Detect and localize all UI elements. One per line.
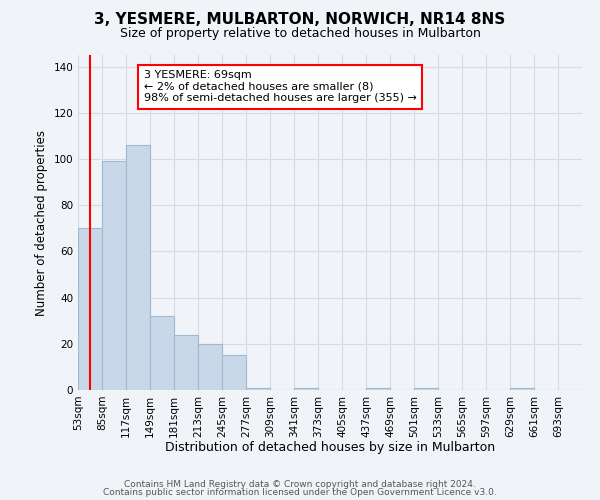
Text: Size of property relative to detached houses in Mulbarton: Size of property relative to detached ho… xyxy=(119,28,481,40)
Bar xyxy=(78,228,102,390)
Bar xyxy=(126,145,150,390)
Bar xyxy=(510,388,534,390)
Bar xyxy=(294,388,318,390)
Bar xyxy=(198,344,222,390)
Bar xyxy=(246,388,270,390)
X-axis label: Distribution of detached houses by size in Mulbarton: Distribution of detached houses by size … xyxy=(165,441,495,454)
Bar xyxy=(222,356,246,390)
Text: 3 YESMERE: 69sqm
← 2% of detached houses are smaller (8)
98% of semi-detached ho: 3 YESMERE: 69sqm ← 2% of detached houses… xyxy=(143,70,416,103)
Text: Contains HM Land Registry data © Crown copyright and database right 2024.: Contains HM Land Registry data © Crown c… xyxy=(124,480,476,489)
Bar xyxy=(174,334,198,390)
Y-axis label: Number of detached properties: Number of detached properties xyxy=(35,130,48,316)
Bar xyxy=(366,388,390,390)
Text: 3, YESMERE, MULBARTON, NORWICH, NR14 8NS: 3, YESMERE, MULBARTON, NORWICH, NR14 8NS xyxy=(94,12,506,28)
Text: Contains public sector information licensed under the Open Government Licence v3: Contains public sector information licen… xyxy=(103,488,497,497)
Bar xyxy=(150,316,174,390)
Bar xyxy=(414,388,438,390)
Bar xyxy=(102,162,126,390)
